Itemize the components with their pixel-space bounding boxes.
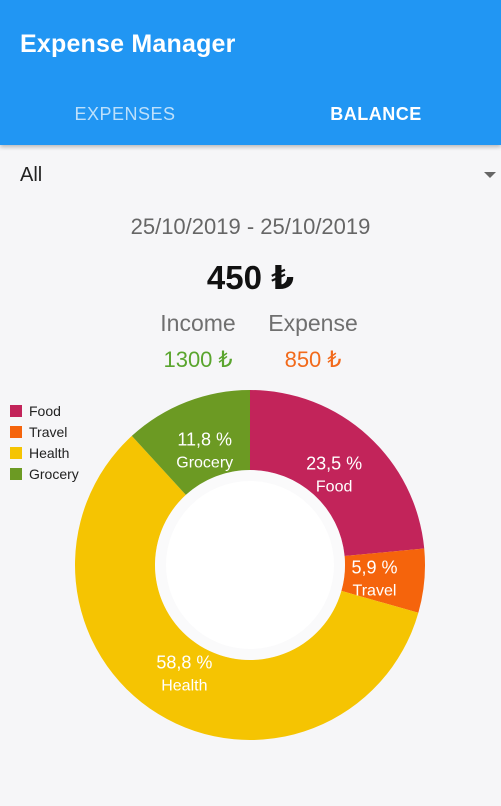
income-summary: Income 1300 ₺ [138,0,258,373]
chart-legend: Food Travel Health Grocery [10,400,79,484]
balance-total: 450 ₺ [206,259,295,296]
filter-selected-value: All [20,164,43,186]
slice-grocery[interactable] [131,390,250,495]
legend-item-health: Health [10,442,79,463]
legend-swatch [10,404,22,417]
donut-hole [166,481,334,649]
legend-item-travel: Travel [10,421,79,442]
income-label: Income [160,310,236,336]
legend-label: Travel [29,423,68,440]
tab-expenses[interactable]: EXPENSES [74,104,176,124]
slice-category-label: Travel [353,582,397,599]
legend-swatch [10,446,22,459]
slice-value-label: 23,5 % [306,454,362,474]
legend-item-grocery: Grocery [10,463,79,484]
slice-health[interactable] [74,435,419,741]
slice-value-label: 5,9 % [351,557,397,577]
expense-summary: Expense 850 ₺ [253,0,373,373]
category-filter-dropdown[interactable]: All [0,150,501,202]
expense-value: 850 ₺ [284,347,342,372]
slice-category-label: Food [316,479,352,496]
income-value: 1300 ₺ [163,347,233,372]
tab-balance[interactable]: BALANCE [330,104,422,124]
legend-swatch [10,467,22,480]
legend-swatch [10,425,22,438]
legend-item-food: Food [10,400,79,421]
chevron-down-icon [484,172,496,178]
expense-label: Expense [268,310,358,336]
slice-category-label: Health [161,677,207,694]
app-title: Expense Manager [20,30,236,58]
legend-label: Food [29,402,61,419]
slice-value-label: 11,8 % [177,429,232,449]
slice-food[interactable] [250,390,425,557]
slice-category-label: Grocery [176,454,233,471]
app-bar: Expense Manager EXPENSES BALANCE [0,0,501,145]
legend-label: Health [29,444,70,461]
date-range: 25/10/2019 - 25/10/2019 [130,214,371,239]
slice-travel[interactable] [341,548,425,613]
legend-label: Grocery [29,465,79,482]
slice-value-label: 58,8 % [156,652,212,672]
